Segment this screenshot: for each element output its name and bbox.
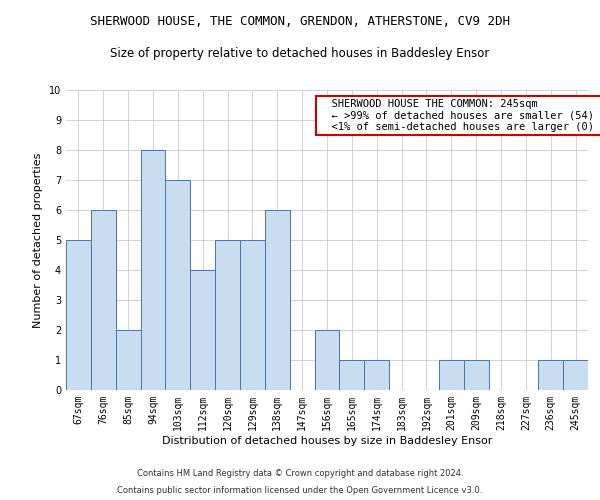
Bar	[439, 360, 464, 390]
Text: SHERWOOD HOUSE, THE COMMON, GRENDON, ATHERSTONE, CV9 2DH: SHERWOOD HOUSE, THE COMMON, GRENDON, ATH…	[90, 15, 510, 28]
Bar	[364, 360, 389, 390]
Bar	[91, 210, 116, 390]
Bar	[215, 240, 240, 390]
Bar	[464, 360, 488, 390]
Bar	[140, 150, 166, 390]
Y-axis label: Number of detached properties: Number of detached properties	[34, 152, 43, 328]
Bar	[563, 360, 588, 390]
Bar	[340, 360, 364, 390]
Text: Contains HM Land Registry data © Crown copyright and database right 2024.: Contains HM Land Registry data © Crown c…	[137, 468, 463, 477]
Bar	[265, 210, 290, 390]
Bar	[190, 270, 215, 390]
Bar	[314, 330, 340, 390]
Bar	[166, 180, 190, 390]
Text: Size of property relative to detached houses in Baddesley Ensor: Size of property relative to detached ho…	[110, 48, 490, 60]
Bar	[240, 240, 265, 390]
Bar	[116, 330, 140, 390]
X-axis label: Distribution of detached houses by size in Baddesley Ensor: Distribution of detached houses by size …	[162, 436, 492, 446]
Bar	[538, 360, 563, 390]
Text: Contains public sector information licensed under the Open Government Licence v3: Contains public sector information licen…	[118, 486, 482, 495]
Bar	[66, 240, 91, 390]
Text: SHERWOOD HOUSE THE COMMON: 245sqm
  ← >99% of detached houses are smaller (54)
 : SHERWOOD HOUSE THE COMMON: 245sqm ← >99%…	[319, 99, 600, 132]
